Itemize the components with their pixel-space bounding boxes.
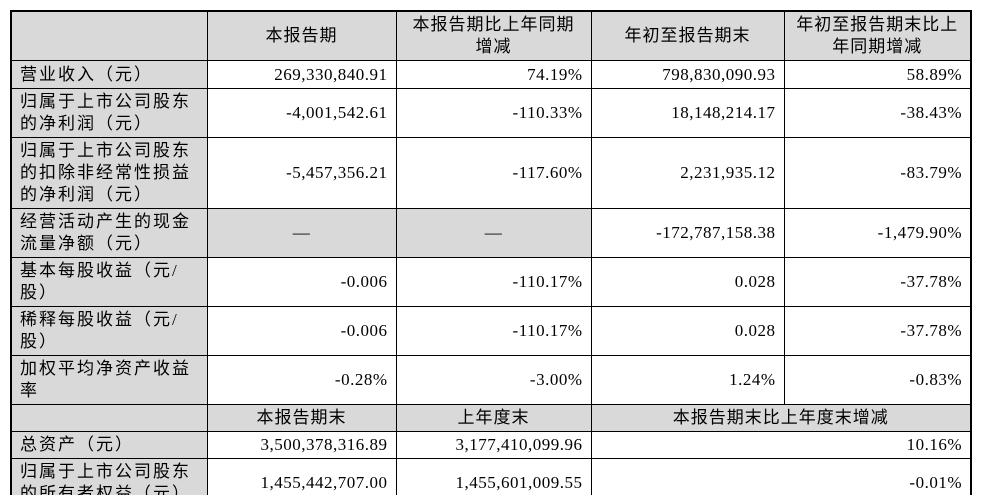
value-cell: -110.17%: [395, 306, 592, 356]
row-label-cell: 归属于上市公司股东的净利润（元）: [10, 88, 208, 138]
value-cell: -0.006: [206, 257, 397, 307]
value-cell: -110.17%: [395, 257, 592, 307]
value-cell: -0.28%: [206, 355, 397, 405]
empty-dash-cell: —: [395, 208, 592, 258]
table-row-weighted-avg-roe: 加权平均净资产收益率 -0.28% -3.00% 1.24% -0.83%: [10, 355, 972, 405]
value-cell: 2,231,935.12: [590, 137, 785, 209]
table-row-basic-eps: 基本每股收益（元/股） -0.006 -110.17% 0.028 -37.78…: [10, 257, 972, 307]
value-cell: 3,500,378,316.89: [206, 431, 397, 459]
corner-cell: [10, 10, 208, 61]
table-row-owners-equity: 归属于上市公司股东的所有者权益（元） 1,455,442,707.00 1,45…: [10, 458, 972, 495]
value-cell: -172,787,158.38: [590, 208, 785, 258]
value-cell: -4,001,542.61: [206, 88, 397, 138]
corner-cell: [10, 404, 208, 432]
col-header-ytd: 年初至报告期末: [590, 10, 785, 61]
value-cell: 1,455,601,009.55: [395, 458, 592, 495]
col-header-period-end: 本报告期末: [206, 404, 397, 432]
value-cell: -1,479.90%: [783, 208, 972, 258]
value-cell: 269,330,840.91: [206, 60, 397, 89]
value-cell: 0.028: [590, 257, 785, 307]
value-cell: -38.43%: [783, 88, 972, 138]
top-header-row: 本报告期 本报告期比上年同期增减 年初至报告期末 年初至报告期末比上年同期增减: [10, 10, 972, 61]
value-cell: 74.19%: [395, 60, 592, 89]
row-label-cell: 加权平均净资产收益率: [10, 355, 208, 405]
row-label-cell: 归属于上市公司股东的扣除非经常性损益的净利润（元）: [10, 137, 208, 209]
row-label-cell: 归属于上市公司股东的所有者权益（元）: [10, 458, 208, 495]
value-cell: -37.78%: [783, 306, 972, 356]
table-row-diluted-eps: 稀释每股收益（元/股） -0.006 -110.17% 0.028 -37.78…: [10, 306, 972, 356]
row-label-cell: 经营活动产生的现金流量净额（元）: [10, 208, 208, 258]
value-cell: 0.028: [590, 306, 785, 356]
value-cell: -37.78%: [783, 257, 972, 307]
value-cell: -110.33%: [395, 88, 592, 138]
bottom-header-row: 本报告期末 上年度末 本报告期末比上年度末增减: [10, 404, 972, 432]
value-cell: -0.83%: [783, 355, 972, 405]
col-header-yoy-change: 本报告期比上年同期增减: [395, 10, 592, 61]
value-cell: 1,455,442,707.00: [206, 458, 397, 495]
col-header-current-period: 本报告期: [206, 10, 397, 61]
table-row-revenue: 营业收入（元） 269,330,840.91 74.19% 798,830,09…: [10, 60, 972, 89]
value-cell: -0.01%: [590, 458, 972, 495]
value-cell: 18,148,214.17: [590, 88, 785, 138]
col-header-ytd-yoy-change: 年初至报告期末比上年同期增减: [783, 10, 972, 61]
table-row-net-profit-excl-nonrecurring: 归属于上市公司股东的扣除非经常性损益的净利润（元） -5,457,356.21 …: [10, 137, 972, 209]
financial-summary-table: 本报告期 本报告期比上年同期增减 年初至报告期末 年初至报告期末比上年同期增减 …: [10, 10, 972, 495]
col-header-prev-year-end: 上年度末: [395, 404, 592, 432]
row-label-cell: 基本每股收益（元/股）: [10, 257, 208, 307]
table-row-total-assets: 总资产（元） 3,500,378,316.89 3,177,410,099.96…: [10, 431, 972, 459]
value-cell: 3,177,410,099.96: [395, 431, 592, 459]
value-cell: 1.24%: [590, 355, 785, 405]
value-cell: -117.60%: [395, 137, 592, 209]
value-cell: 10.16%: [590, 431, 972, 459]
table-row-net-profit: 归属于上市公司股东的净利润（元） -4,001,542.61 -110.33% …: [10, 88, 972, 138]
value-cell: -0.006: [206, 306, 397, 356]
col-header-period-end-change: 本报告期末比上年度末增减: [590, 404, 972, 432]
table-row-operating-cash-flow: 经营活动产生的现金流量净额（元） — — -172,787,158.38 -1,…: [10, 208, 972, 258]
value-cell: -5,457,356.21: [206, 137, 397, 209]
row-label-cell: 总资产（元）: [10, 431, 208, 459]
value-cell: 798,830,090.93: [590, 60, 785, 89]
value-cell: -83.79%: [783, 137, 972, 209]
value-cell: 58.89%: [783, 60, 972, 89]
row-label-cell: 营业收入（元）: [10, 60, 208, 89]
row-label-cell: 稀释每股收益（元/股）: [10, 306, 208, 356]
empty-dash-cell: —: [206, 208, 397, 258]
value-cell: -3.00%: [395, 355, 592, 405]
